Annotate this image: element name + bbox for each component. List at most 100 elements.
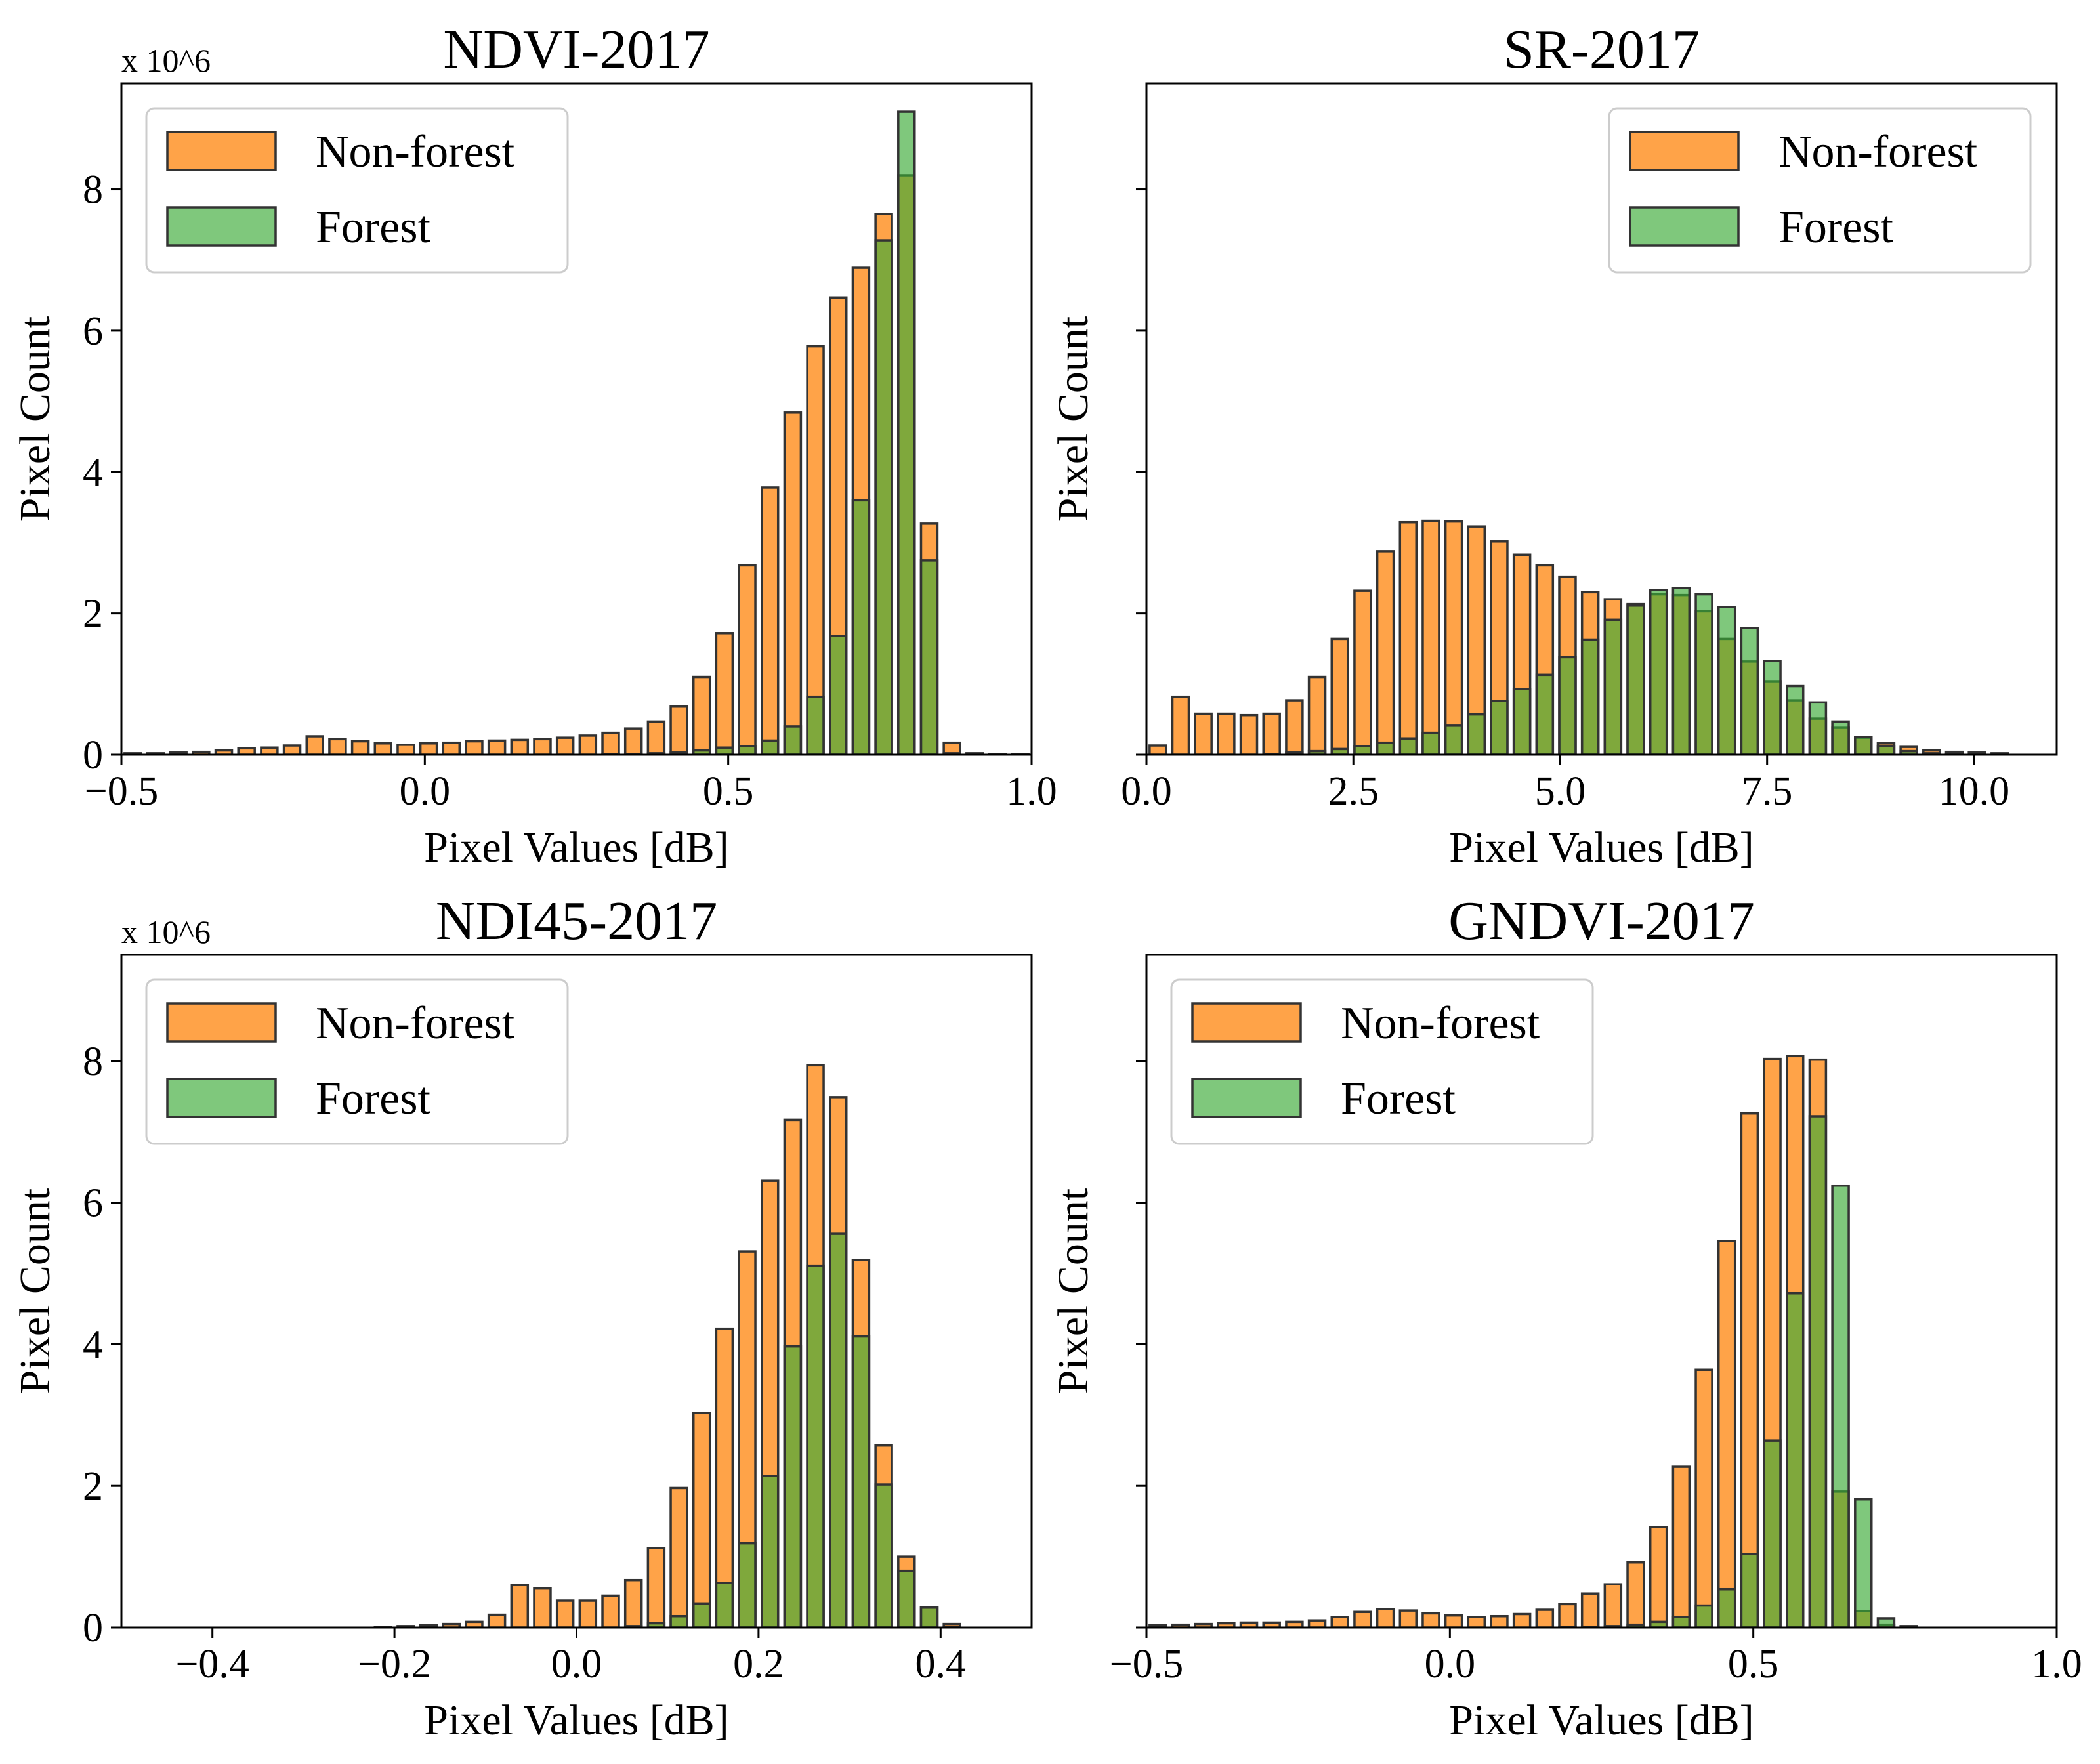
bar-forest-30: [1831, 1184, 1850, 1628]
x-tick-label: 0.0: [1121, 769, 1172, 814]
bar-non-forest-17: [1535, 1608, 1555, 1628]
plot-frame: [1145, 82, 2058, 756]
chart-panel-4: −0.5 0.0 0.5 1.0 GNDVI-2017 Pixel Values [dB]…: [1049, 891, 2082, 1744]
bar-non-forest-3: [1217, 1622, 1236, 1628]
bar-forest-30: [806, 1264, 825, 1628]
x-tick-label: 1.0: [2031, 1642, 2082, 1687]
legend: Non-forest Forest: [1170, 978, 1594, 1145]
bar-forest-24: [669, 751, 688, 755]
x-tick-label: 1.0: [1006, 769, 1057, 814]
legend-swatch-non-forest: [166, 131, 277, 171]
chart-title: NDI45-2017: [436, 891, 717, 952]
x-tick-label: 0.2: [733, 1642, 784, 1687]
bar-non-forest-21: [601, 1594, 620, 1628]
bar-forest-26: [715, 1582, 734, 1628]
x-tick-label: 0.5: [703, 769, 754, 814]
bar-non-forest-13: [1444, 520, 1463, 755]
bar-non-forest-22: [623, 1578, 643, 1628]
bar-non-forest-9: [328, 738, 347, 755]
bar-non-forest-15: [465, 1620, 484, 1628]
bar-non-forest-24: [669, 1486, 688, 1628]
x-tick-label: −0.5: [1110, 1642, 1183, 1687]
bar-non-forest-19: [1580, 1592, 1600, 1628]
bar-forest-33: [874, 1483, 893, 1628]
bar-forest-26: [715, 746, 734, 755]
bar-forest-25: [692, 1602, 711, 1628]
legend-swatch-non-forest: [1191, 1002, 1302, 1043]
bar-forest-35: [919, 559, 939, 755]
x-tick-label: −0.4: [175, 1642, 249, 1687]
y-tick-label: 8: [83, 1040, 103, 1084]
bar-forest-15: [1490, 700, 1509, 755]
x-tick-label: 5.0: [1535, 769, 1586, 814]
bar-non-forest-18: [1558, 1603, 1577, 1628]
bar-forest-13: [1444, 724, 1463, 755]
bar-non-forest-8: [305, 735, 324, 755]
bar-forest-31: [829, 1232, 848, 1628]
y-tick-label: 6: [83, 309, 103, 354]
legend-label: Forest: [1341, 1074, 1456, 1124]
x-tick-label: 0.0: [551, 1642, 602, 1687]
bar-non-forest-16: [487, 739, 507, 755]
bar-non-forest-7: [282, 744, 302, 755]
bar-forest-31: [829, 635, 848, 755]
bar-non-forest-20: [578, 734, 598, 755]
legend-label: Forest: [316, 1074, 431, 1124]
bar-non-forest-13: [419, 1624, 438, 1628]
bar-non-forest-26: [1740, 1112, 1759, 1628]
legend-swatch-forest: [1191, 1078, 1302, 1118]
bar-non-forest-14: [1467, 1616, 1486, 1628]
y-tick-label: 0: [83, 733, 103, 778]
bar-forest-29: [783, 1345, 803, 1628]
bar-forest-25: [1717, 606, 1736, 755]
bar-forest-32: [1876, 1617, 1896, 1628]
bar-forest-31: [1854, 736, 1873, 755]
x-axis-label: Pixel Values [dB]: [1449, 824, 1754, 872]
bar-non-forest-16: [1512, 1612, 1532, 1628]
bar-non-forest-20: [578, 1599, 598, 1628]
y-tick-label: 0: [83, 1606, 103, 1650]
bar-non-forest-0: [1148, 744, 1167, 755]
bar-forest-14: [1467, 713, 1486, 755]
legend-label: Forest: [1778, 202, 1894, 253]
legend-label: Non-forest: [1341, 998, 1540, 1049]
bar-non-forest-15: [465, 740, 484, 755]
bar-non-forest-24: [1694, 1368, 1713, 1628]
bar-non-forest-13: [419, 742, 438, 755]
bar-forest-27: [1763, 660, 1782, 755]
y-tick-label: 2: [83, 592, 103, 637]
chart-panel-2: 0.0 2.5 5.0 7.5 10.0 SR-2017 Pixel Values [dB]…: [1049, 19, 2058, 872]
bar-non-forest-29: [783, 411, 803, 755]
bar-non-forest-17: [510, 738, 530, 755]
bar-non-forest-5: [1262, 712, 1281, 755]
legend-swatch-non-forest: [1629, 131, 1740, 171]
bar-non-forest-3: [1217, 712, 1236, 755]
bar-forest-32: [851, 1335, 871, 1628]
y-tick-label: 2: [83, 1464, 103, 1509]
plot-frame: [120, 82, 1033, 756]
bar-forest-25: [692, 749, 711, 755]
bar-non-forest-9: [1353, 1610, 1372, 1628]
bar-forest-30: [806, 695, 825, 755]
bar-non-forest-7: [1307, 1619, 1327, 1628]
bar-forest-28: [761, 1475, 780, 1628]
y-tick-label: 6: [83, 1181, 103, 1226]
bar-non-forest-10: [1376, 550, 1395, 755]
legend-swatch-forest: [166, 206, 277, 247]
x-axis-label: Pixel Values [dB]: [424, 824, 728, 872]
bar-forest-28: [761, 739, 780, 755]
bar-forest-24: [1694, 1604, 1713, 1628]
x-tick-label: 0.0: [1425, 1642, 1476, 1687]
legend-label: Non-forest: [1778, 127, 1978, 177]
bar-non-forest-21: [601, 731, 620, 755]
bar-forest-23: [1671, 1616, 1691, 1628]
bar-non-forest-30: [806, 345, 825, 755]
bar-non-forest-2: [169, 751, 188, 755]
bar-forest-29: [783, 725, 803, 755]
bar-non-forest-13: [1444, 1614, 1463, 1628]
y-tick-label: 8: [83, 168, 103, 213]
bar-forest-33: [874, 239, 893, 755]
bar-non-forest-0: [1148, 1624, 1167, 1628]
bar-forest-29: [1808, 1115, 1828, 1628]
